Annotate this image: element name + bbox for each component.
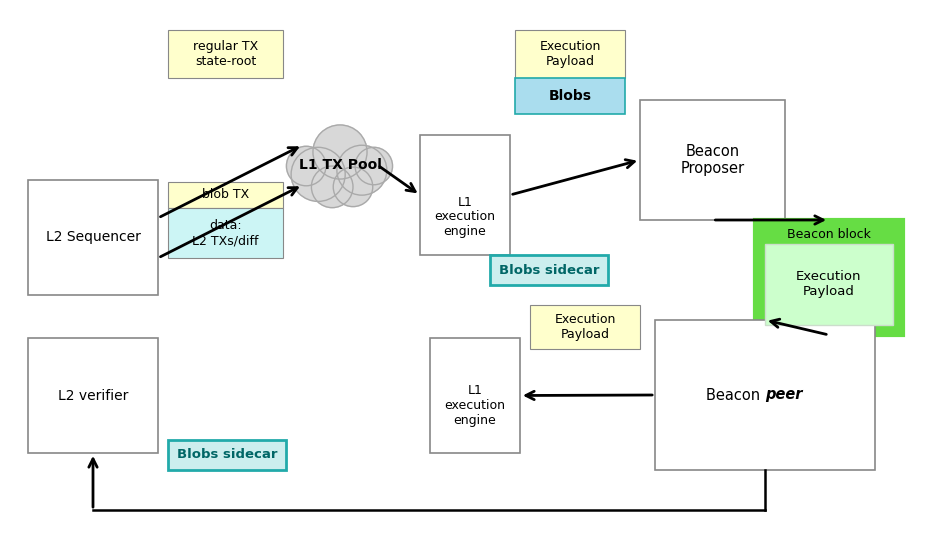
FancyBboxPatch shape [168,208,283,258]
Text: data:
L2 TXs/diff: data: L2 TXs/diff [192,219,259,247]
Circle shape [333,167,373,207]
FancyBboxPatch shape [640,100,784,220]
Circle shape [286,146,325,186]
FancyBboxPatch shape [514,78,624,114]
Text: Beacon block: Beacon block [786,228,870,241]
Text: Execution
Payload: Execution Payload [539,40,600,68]
FancyBboxPatch shape [529,305,640,349]
Text: Beacon: Beacon [705,387,764,403]
Text: Blobs sidecar: Blobs sidecar [498,263,599,276]
FancyBboxPatch shape [489,255,607,285]
FancyBboxPatch shape [168,182,283,208]
Circle shape [337,145,387,195]
FancyBboxPatch shape [514,30,624,78]
Text: L2 verifier: L2 verifier [57,388,128,403]
Text: L1
execution
engine: L1 execution engine [444,384,505,427]
FancyBboxPatch shape [168,440,286,470]
Text: Execution
Payload: Execution Payload [795,270,861,299]
Text: L2 Sequencer: L2 Sequencer [45,230,140,245]
Circle shape [291,147,345,201]
FancyBboxPatch shape [420,135,510,255]
Text: L1 TX Pool: L1 TX Pool [298,158,381,172]
FancyBboxPatch shape [28,338,158,453]
Circle shape [355,147,392,185]
Text: Blobs: Blobs [548,89,590,103]
Circle shape [312,125,367,179]
Text: Beacon
Proposer: Beacon Proposer [679,144,743,176]
Circle shape [311,166,352,208]
Text: Execution
Payload: Execution Payload [553,313,615,341]
FancyBboxPatch shape [28,180,158,295]
Text: L1
execution
engine: L1 execution engine [434,195,495,239]
FancyBboxPatch shape [654,320,874,470]
FancyBboxPatch shape [429,338,519,453]
FancyBboxPatch shape [168,30,283,78]
Text: Blobs sidecar: Blobs sidecar [176,448,277,461]
Text: peer: peer [764,387,802,403]
FancyBboxPatch shape [755,220,902,335]
FancyBboxPatch shape [764,244,892,325]
Text: blob TX: blob TX [202,188,248,201]
Text: regular TX
state-root: regular TX state-root [193,40,258,68]
